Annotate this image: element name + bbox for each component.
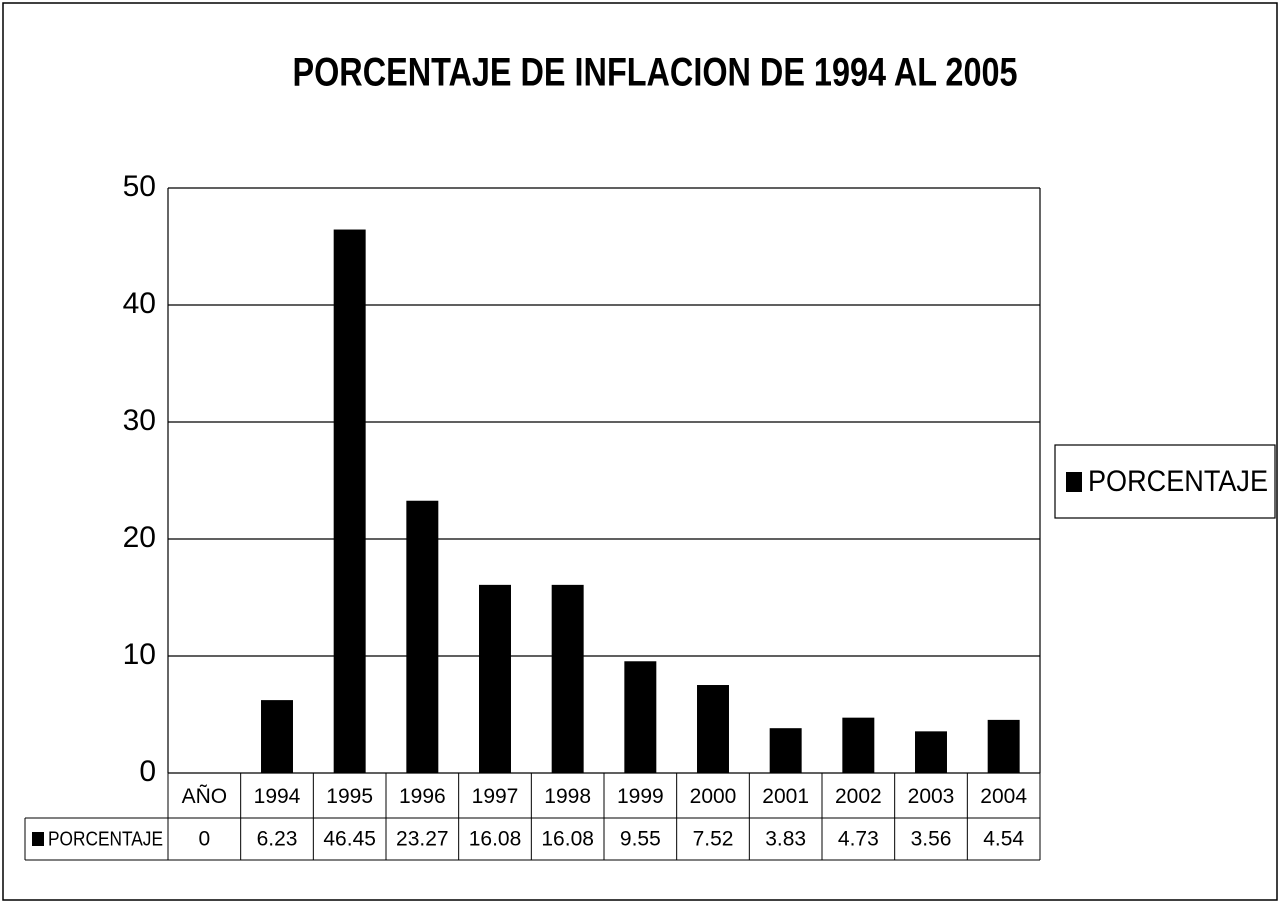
bar	[333, 229, 366, 773]
bar	[842, 717, 875, 773]
legend-label: PORCENTAJE	[1088, 465, 1268, 498]
data-table-value: 3.83	[765, 828, 806, 851]
x-tick-label: 2001	[762, 785, 809, 808]
x-tick-label: 1994	[254, 785, 301, 808]
y-tick-label: 30	[123, 404, 156, 437]
x-tick-label: 1997	[472, 785, 519, 808]
bar	[769, 728, 802, 773]
bar	[551, 584, 584, 773]
data-table-value: 7.52	[693, 828, 734, 851]
x-tick-label: 2002	[835, 785, 882, 808]
data-table-value: 3.56	[911, 828, 952, 851]
data-table-value: 9.55	[620, 828, 661, 851]
x-tick-label: 1999	[617, 785, 664, 808]
y-tick-label: 10	[123, 638, 156, 671]
x-tick-label: 2003	[908, 785, 955, 808]
data-table-value: 16.08	[541, 828, 594, 851]
y-tick-label: 40	[123, 287, 156, 320]
x-tick-label: 2000	[690, 785, 737, 808]
legend-key	[1066, 472, 1082, 492]
data-table-value: 0	[198, 828, 210, 851]
data-table-value: 16.08	[469, 828, 522, 851]
bar	[261, 700, 293, 773]
data-table-value: 4.54	[983, 828, 1024, 851]
data-table-value: 23.27	[396, 828, 449, 851]
x-tick-label: AÑO	[182, 784, 228, 808]
y-tick-label: 0	[139, 755, 156, 788]
x-tick-label: 1995	[326, 785, 373, 808]
bar	[987, 719, 1020, 773]
bar	[624, 661, 657, 773]
table-row-label: PORCENTAJE	[48, 828, 163, 850]
data-table-value: 46.45	[323, 828, 376, 851]
bar	[406, 500, 439, 773]
y-tick-label: 50	[123, 170, 156, 203]
x-tick-label: 1998	[544, 785, 591, 808]
bar	[915, 731, 947, 773]
table-legend-key	[32, 832, 44, 846]
bar	[697, 685, 729, 773]
data-table-value: 4.73	[838, 828, 879, 851]
chart-title: PORCENTAJE DE INFLACION DE 1994 AL 2005	[293, 51, 1018, 95]
x-tick-label: 1996	[399, 785, 446, 808]
legend-box	[1054, 444, 1276, 519]
bar	[479, 584, 511, 773]
x-tick-label: 2004	[980, 785, 1027, 808]
data-table-value: 6.23	[257, 828, 298, 851]
y-tick-label: 20	[123, 521, 156, 554]
